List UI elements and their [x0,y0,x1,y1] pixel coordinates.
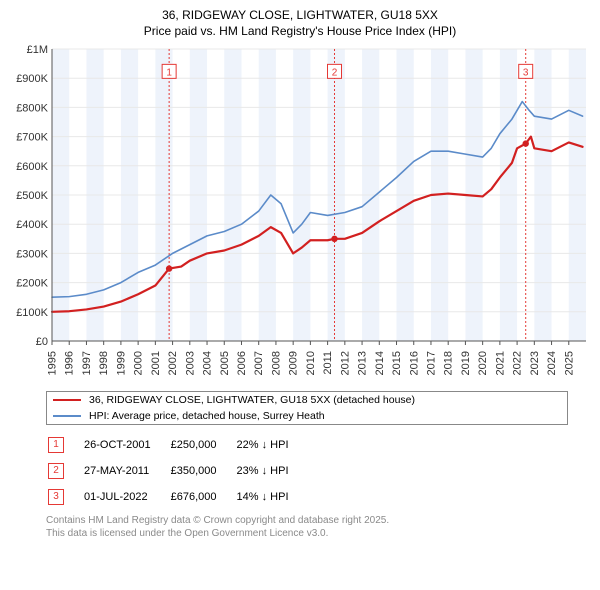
svg-text:2019: 2019 [460,351,472,375]
svg-text:£400K: £400K [16,219,48,231]
svg-text:£500K: £500K [16,190,48,202]
attribution-line-2: This data is licensed under the Open Gov… [46,528,592,541]
svg-text:2007: 2007 [253,351,265,375]
svg-text:2011: 2011 [322,351,334,375]
event-marker: 1 [48,433,82,457]
event-delta: 14% ↓ HPI [237,485,307,509]
chart-area: £0 £100K £200K £300K £400K £500K £600K £700K £80… [8,45,592,385]
legend-swatch [53,415,81,417]
svg-text:2006: 2006 [236,351,248,375]
svg-text:2013: 2013 [357,351,369,375]
event-date: 26-OCT-2001 [84,433,169,457]
svg-text:2012: 2012 [339,351,351,375]
svg-text:2025: 2025 [563,351,575,375]
event-delta: 22% ↓ HPI [237,433,307,457]
svg-text:£300K: £300K [16,249,48,261]
svg-text:2020: 2020 [477,351,489,375]
svg-text:2024: 2024 [546,351,558,375]
svg-text:£800K: £800K [16,103,48,115]
svg-text:2: 2 [332,68,338,79]
svg-text:£600K: £600K [16,161,48,173]
svg-text:£0: £0 [36,336,48,348]
svg-text:1: 1 [166,68,172,79]
event-date: 01-JUL-2022 [84,485,169,509]
svg-text:2010: 2010 [305,351,317,375]
svg-text:2009: 2009 [288,351,300,375]
svg-text:2003: 2003 [184,351,196,375]
event-row: 301-JUL-2022£676,00014% ↓ HPI [48,485,307,509]
svg-text:2017: 2017 [425,351,437,375]
svg-text:2022: 2022 [512,351,524,375]
svg-text:2023: 2023 [529,351,541,375]
event-marker: 3 [48,485,82,509]
svg-text:£200K: £200K [16,278,48,290]
line-chart-svg: £0 £100K £200K £300K £400K £500K £600K £700K £80… [8,45,592,385]
svg-text:2016: 2016 [408,351,420,375]
chart-title: 36, RIDGEWAY CLOSE, LIGHTWATER, GU18 5XX… [8,8,592,39]
attribution-line-1: Contains HM Land Registry data © Crown c… [46,515,592,528]
legend-row: 36, RIDGEWAY CLOSE, LIGHTWATER, GU18 5XX… [47,392,567,408]
svg-text:1995: 1995 [47,351,59,375]
legend-swatch [53,399,81,401]
svg-text:2002: 2002 [167,351,179,375]
event-date: 27-MAY-2011 [84,459,169,483]
events-table: 126-OCT-2001£250,00022% ↓ HPI227-MAY-201… [46,431,309,511]
event-price: £676,000 [171,485,235,509]
legend-label: 36, RIDGEWAY CLOSE, LIGHTWATER, GU18 5XX… [89,394,415,406]
svg-text:1996: 1996 [64,351,76,375]
attribution: Contains HM Land Registry data © Crown c… [46,515,592,540]
svg-text:2001: 2001 [150,351,162,375]
event-price: £350,000 [171,459,235,483]
svg-text:1997: 1997 [81,351,93,375]
legend-row: HPI: Average price, detached house, Surr… [47,408,567,424]
title-line-2: Price paid vs. HM Land Registry's House … [8,24,592,40]
svg-text:1999: 1999 [115,351,127,375]
legend: 36, RIDGEWAY CLOSE, LIGHTWATER, GU18 5XX… [46,391,568,425]
svg-text:2018: 2018 [443,351,455,375]
title-line-1: 36, RIDGEWAY CLOSE, LIGHTWATER, GU18 5XX [8,8,592,24]
event-price: £250,000 [171,433,235,457]
svg-text:2015: 2015 [391,351,403,375]
svg-text:£100K: £100K [16,307,48,319]
svg-text:2008: 2008 [270,351,282,375]
svg-text:2004: 2004 [202,351,214,375]
svg-text:£900K: £900K [16,73,48,85]
event-delta: 23% ↓ HPI [237,459,307,483]
svg-text:2021: 2021 [494,351,506,375]
event-row: 126-OCT-2001£250,00022% ↓ HPI [48,433,307,457]
svg-text:2014: 2014 [374,351,386,375]
svg-text:1998: 1998 [98,351,110,375]
event-marker: 2 [48,459,82,483]
svg-text:£700K: £700K [16,132,48,144]
svg-text:2000: 2000 [133,351,145,375]
legend-label: HPI: Average price, detached house, Surr… [89,410,325,422]
svg-text:£1M: £1M [27,45,48,56]
event-row: 227-MAY-2011£350,00023% ↓ HPI [48,459,307,483]
svg-text:2005: 2005 [219,351,231,375]
svg-text:3: 3 [523,68,529,79]
